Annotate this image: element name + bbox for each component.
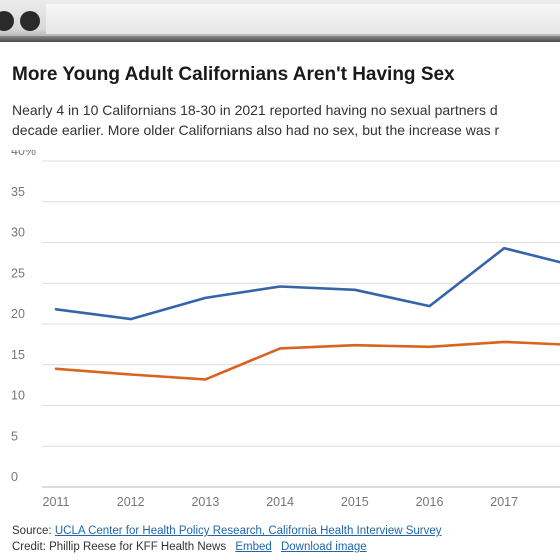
y-tick-label: 30	[11, 226, 25, 240]
embed-link[interactable]: Embed	[235, 541, 272, 553]
credit-label: Credit: Phillip Reese for KFF Health New…	[12, 541, 227, 553]
window-control-dot[interactable]	[0, 11, 14, 31]
window-control-dot[interactable]	[20, 11, 40, 31]
subtitle-line-2: decade earlier. More older Californians …	[12, 122, 500, 138]
subtitle-line-1: Nearly 4 in 10 Californians 18-30 in 202…	[12, 102, 498, 118]
x-tick-label: 2017	[490, 495, 518, 509]
browser-toolbar	[0, 0, 560, 42]
chart-subtitle: Nearly 4 in 10 Californians 18-30 in 202…	[12, 100, 560, 140]
x-tick-label: 2013	[191, 495, 219, 509]
y-tick-label: 35	[11, 185, 25, 199]
y-tick-label: 25	[11, 266, 25, 280]
chart-footer: Source: UCLA Center for Health Policy Re…	[12, 523, 442, 555]
series-line-18-30	[54, 246, 560, 321]
y-tick-label: 0	[11, 470, 18, 484]
y-tick-label: 20	[11, 307, 25, 321]
source-label: Source:	[12, 525, 52, 537]
y-tick-label: 10	[11, 389, 25, 403]
download-image-link[interactable]: Download image	[280, 541, 367, 553]
x-tick-label: 2014	[266, 495, 294, 509]
y-tick-label: 5	[11, 429, 18, 443]
chart-title: More Young Adult Californians Aren't Hav…	[12, 64, 455, 85]
x-tick-label: 2011	[43, 495, 70, 509]
credit-line: Credit: Phillip Reese for KFF Health New…	[12, 539, 442, 555]
source-line: Source: UCLA Center for Health Policy Re…	[12, 523, 442, 539]
y-tick-label: 40%	[11, 150, 36, 158]
toolbar-shadow	[0, 36, 560, 42]
x-tick-label: 2015	[341, 495, 369, 509]
series-line-older	[54, 340, 560, 381]
x-tick-label: 2016	[416, 495, 444, 509]
line-chart: 0 5 10 15 20 25 30 35 40% 2011 2012 2013 2014 2015 201…	[11, 150, 560, 509]
x-tick-label: 2012	[117, 495, 145, 509]
y-tick-label: 15	[11, 348, 25, 362]
source-link[interactable]: UCLA Center for Health Policy Research, …	[54, 525, 442, 537]
browser-tab-strip	[46, 4, 560, 35]
